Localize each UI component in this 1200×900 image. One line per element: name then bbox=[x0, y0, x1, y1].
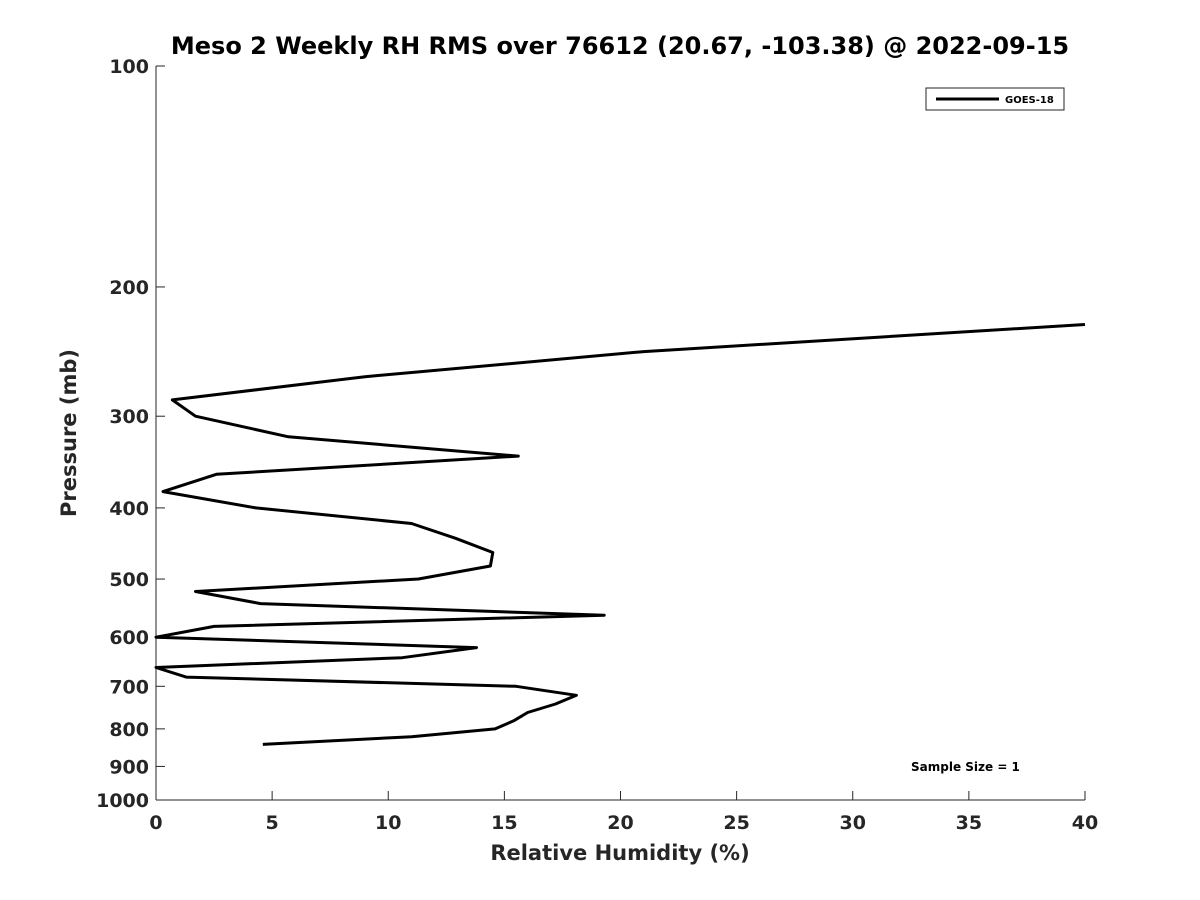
y-tick-label: 800 bbox=[109, 719, 149, 741]
x-axis-label: Relative Humidity (%) bbox=[490, 841, 749, 865]
x-ticks: 0 5 10 15 20 25 30 35 40 bbox=[149, 791, 1098, 834]
y-tick-label: 700 bbox=[109, 676, 149, 698]
x-tick-label: 25 bbox=[723, 812, 749, 834]
y-tick-label: 500 bbox=[109, 569, 149, 591]
x-tick-label: 20 bbox=[607, 812, 633, 834]
x-tick-label: 5 bbox=[266, 812, 279, 834]
x-tick-label: 30 bbox=[840, 812, 866, 834]
series-line-goes-18 bbox=[154, 323, 1086, 746]
x-tick-label: 15 bbox=[491, 812, 517, 834]
x-tick-label: 10 bbox=[375, 812, 401, 834]
x-tick-label: 40 bbox=[1072, 812, 1098, 834]
chart-title: Meso 2 Weekly RH RMS over 76612 (20.67, … bbox=[171, 32, 1069, 60]
x-tick-label: 35 bbox=[956, 812, 982, 834]
legend-label: GOES-18 bbox=[1005, 95, 1054, 106]
sample-size-annotation: Sample Size = 1 bbox=[911, 760, 1020, 774]
y-axis-label: Pressure (mb) bbox=[57, 349, 81, 517]
y-ticks: 100 200 300 400 500 600 700 800 900 1000 bbox=[96, 56, 165, 812]
legend: GOES-18 bbox=[925, 87, 1065, 111]
y-tick-label: 400 bbox=[109, 498, 149, 520]
x-tick-label: 0 bbox=[149, 812, 162, 834]
y-tick-label: 1000 bbox=[96, 790, 149, 812]
y-tick-label: 900 bbox=[109, 756, 149, 778]
y-tick-label: 300 bbox=[109, 406, 149, 428]
y-tick-label: 200 bbox=[109, 277, 149, 299]
y-tick-label: 100 bbox=[109, 56, 149, 78]
y-tick-label: 600 bbox=[109, 627, 149, 649]
